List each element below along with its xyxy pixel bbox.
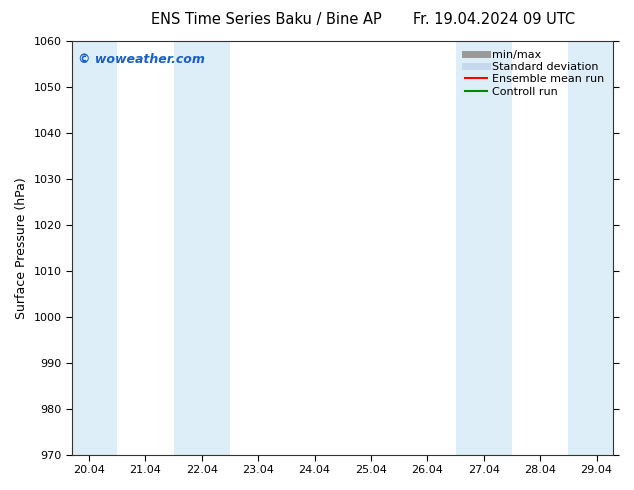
Legend: min/max, Standard deviation, Ensemble mean run, Controll run: min/max, Standard deviation, Ensemble me… [461,47,608,100]
Bar [72,41,117,455]
Bar [174,41,230,455]
Text: ENS Time Series Baku / Bine AP: ENS Time Series Baku / Bine AP [151,12,382,27]
Bar [456,41,512,455]
Y-axis label: Surface Pressure (hPa): Surface Pressure (hPa) [15,177,28,318]
Text: Fr. 19.04.2024 09 UTC: Fr. 19.04.2024 09 UTC [413,12,576,27]
Text: © woweather.com: © woweather.com [77,53,204,67]
Bar [568,41,614,455]
